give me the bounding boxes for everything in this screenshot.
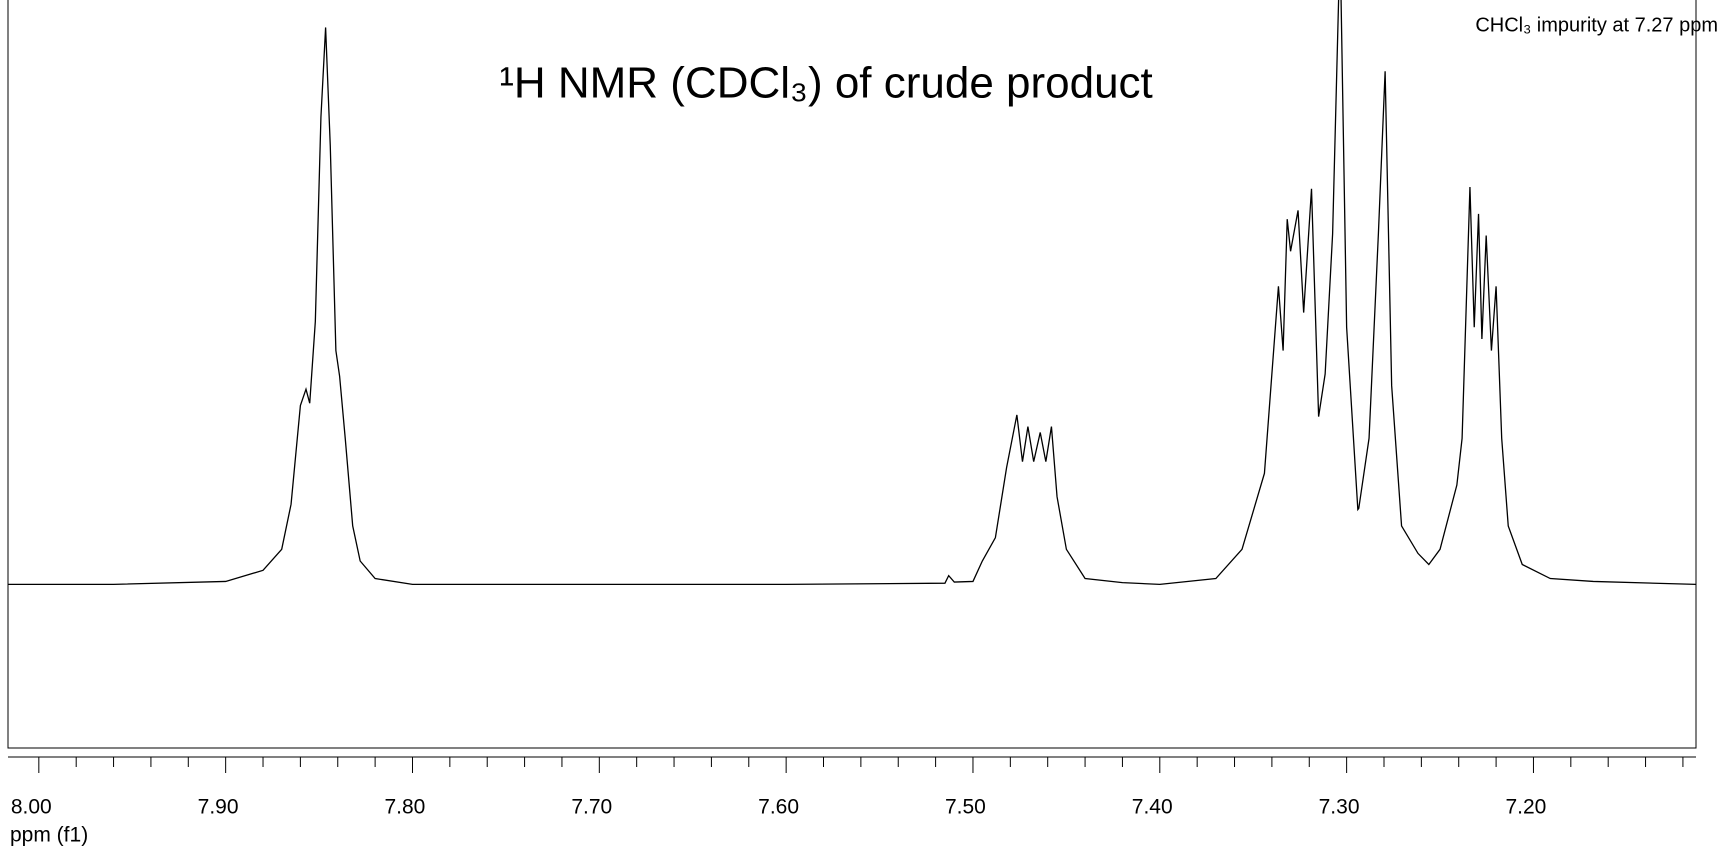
x-tick-label: 7.20 [1505,796,1546,819]
x-tick-label: 7.70 [571,796,612,819]
x-tick-label: 7.40 [1132,796,1173,819]
spectrum-line [8,0,1696,586]
x-tick-label: 7.60 [758,796,799,819]
x-tick-label: 7.80 [384,796,425,819]
x-axis-label: ppm (f1) [10,824,88,847]
plot-frame [7,0,1697,749]
chart-title: ¹H NMR (CDCl₃) of crude product [499,59,1153,108]
x-tick-label: 7.30 [1319,796,1360,819]
x-tick-label: 7.50 [945,796,986,819]
x-tick-label: 7.90 [198,796,239,819]
annotation: CHCl₃ impurity at 7.27 ppm [1475,14,1718,36]
x-tick-label: 8.00 [11,796,52,819]
